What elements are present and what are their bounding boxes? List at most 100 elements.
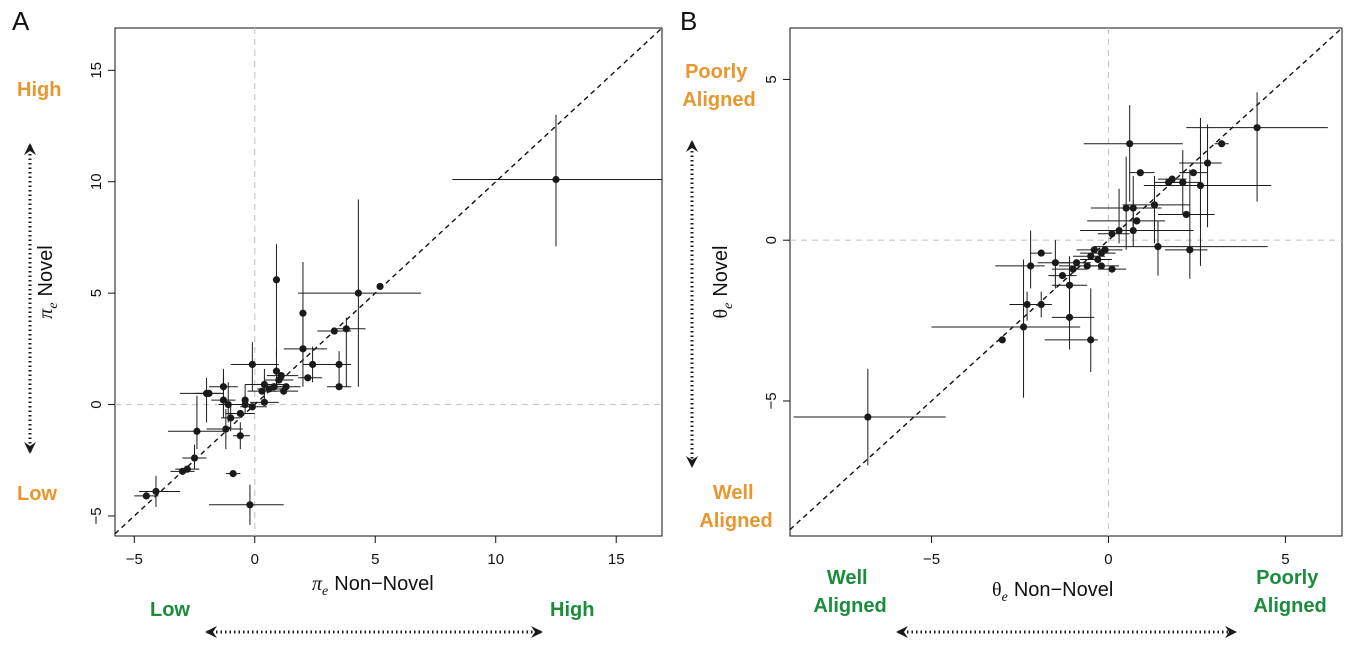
data-point	[222, 425, 230, 433]
data-point	[1073, 259, 1081, 267]
data-point	[299, 345, 307, 353]
data-point	[246, 501, 254, 509]
x-tick-label: 15	[608, 551, 625, 568]
data-point	[1150, 201, 1159, 209]
data-point	[1182, 210, 1190, 219]
y-tick-label: 5	[763, 75, 780, 83]
data-point	[142, 492, 150, 500]
data-point	[1196, 181, 1205, 190]
x-tick-label: −5	[923, 551, 940, 568]
data-point	[1165, 178, 1173, 186]
data-point	[224, 400, 232, 409]
panel-b-x-low-label: Well Aligned	[813, 567, 886, 617]
data-point	[330, 327, 338, 335]
data-point	[1115, 226, 1123, 235]
x-tick-label: 0	[251, 551, 259, 568]
data-point	[1065, 281, 1074, 289]
data-point	[998, 336, 1006, 344]
x-tick-label: 0	[1104, 551, 1112, 568]
identity-line	[789, 27, 1343, 531]
data-point	[258, 387, 266, 395]
data-point	[152, 487, 160, 496]
data-point	[248, 360, 256, 369]
y-tick-label: −5	[88, 507, 105, 524]
data-point	[229, 470, 237, 478]
data-point	[277, 371, 285, 380]
y-tick-label: 10	[88, 173, 105, 190]
data-point	[205, 389, 213, 398]
panel-a-label: A	[12, 6, 30, 36]
data-point	[219, 396, 228, 404]
data-point	[335, 383, 343, 391]
x-tick-label: 10	[487, 551, 504, 568]
panel-a-y-axis: −5 0 5 10 15	[88, 62, 115, 525]
x-tick-label: 5	[371, 551, 379, 568]
panel-a-y-low-label: Low	[17, 483, 57, 505]
panel-a-points	[142, 175, 560, 509]
panel-a-x-low-label: Low	[150, 599, 190, 621]
data-point	[282, 383, 290, 391]
panel-b-x-axis-title: θe Non−Novel	[992, 579, 1113, 605]
x-tick-label: −5	[126, 551, 143, 568]
data-point	[1058, 271, 1067, 280]
data-point	[1037, 249, 1045, 257]
data-point	[1126, 140, 1134, 148]
data-point	[308, 360, 317, 369]
data-point	[1094, 255, 1102, 264]
data-point	[552, 175, 560, 184]
data-point	[236, 409, 244, 418]
data-point	[241, 400, 249, 409]
data-point	[864, 413, 872, 421]
y-tick-label: 5	[88, 289, 105, 297]
data-point	[178, 467, 187, 475]
x-tick-label: 5	[1281, 551, 1289, 568]
data-point	[1133, 217, 1141, 225]
data-point	[304, 374, 312, 382]
panel-b-y-high-label: Poorly Aligned	[682, 61, 755, 111]
y-tick-label: 0	[88, 400, 105, 408]
data-point	[1037, 300, 1045, 309]
data-point	[1179, 178, 1187, 186]
data-point	[1097, 249, 1105, 257]
data-point	[1051, 259, 1059, 267]
panel-b-plot-frame	[789, 27, 1343, 537]
data-point	[299, 309, 307, 317]
panel-b-label: B	[680, 6, 697, 36]
panel-a-y-high-label: High	[17, 79, 61, 101]
panel-b-x-axis: −5 0 5	[923, 536, 1290, 568]
panel-b-y-low-label: Well Aligned	[699, 482, 772, 532]
panel-b: B −5 0 5 −5 0 5 θe Non−Novel θeNovel Poorly A…	[680, 6, 1343, 638]
data-point	[376, 282, 384, 291]
data-point	[1122, 204, 1130, 212]
data-point	[1154, 243, 1162, 251]
data-point	[1069, 265, 1077, 273]
panel-b-y-axis: −5 0 5	[763, 75, 790, 410]
data-point	[270, 383, 278, 391]
data-point	[335, 360, 343, 369]
data-point	[1203, 159, 1212, 167]
data-point	[1087, 252, 1095, 260]
data-point	[1090, 246, 1098, 254]
data-point	[260, 380, 269, 389]
y-tick-label: −5	[763, 392, 780, 409]
y-tick-label: 15	[88, 62, 105, 79]
panel-b-x-high-label: Poorly Aligned	[1253, 567, 1326, 617]
data-point	[1065, 313, 1074, 321]
data-point	[1083, 262, 1091, 270]
data-point	[1253, 124, 1261, 132]
data-point	[236, 432, 244, 440]
data-point	[1097, 262, 1105, 270]
panel-b-identity-line	[789, 27, 1343, 531]
panel-a-identity-line	[114, 27, 663, 535]
data-point	[342, 325, 350, 333]
data-point	[1027, 262, 1035, 270]
y-tick-label: 0	[763, 236, 780, 244]
panel-a-x-axis: −5 0 5 10 15	[126, 536, 625, 568]
data-point	[1189, 169, 1197, 177]
data-point	[190, 454, 199, 462]
data-point	[1087, 336, 1095, 344]
data-point	[260, 398, 269, 406]
identity-line	[114, 27, 663, 535]
